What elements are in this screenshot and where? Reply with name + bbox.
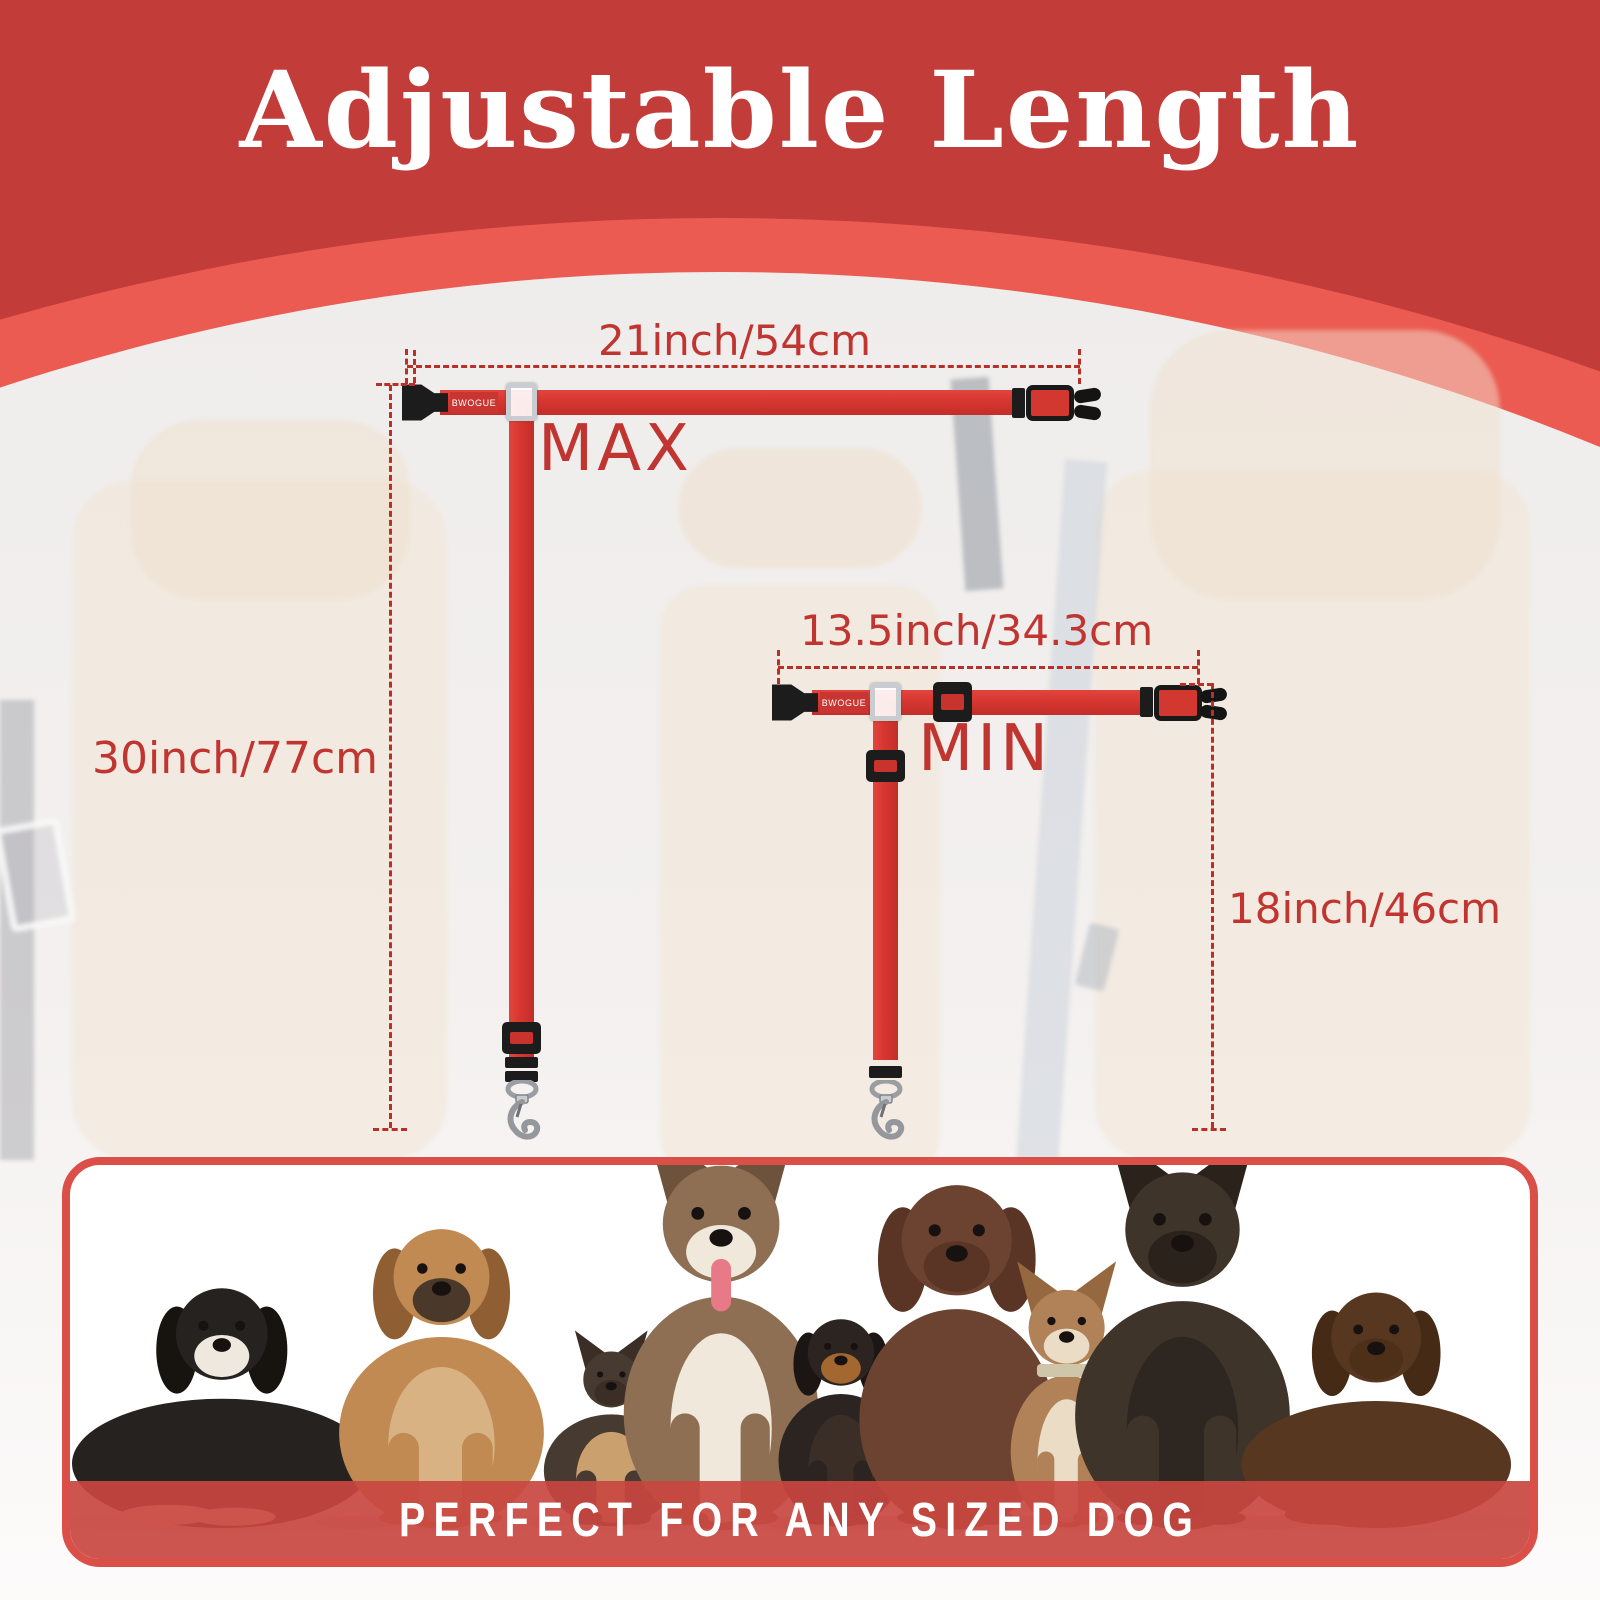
max-junction-ring-icon: [506, 383, 537, 421]
max-keeper-band-2: [505, 1071, 538, 1082]
seatbelt-left: [0, 700, 34, 1160]
max-height-tick-bottom: [373, 1128, 407, 1131]
dog-german-shepherd-puppy: [1049, 1165, 1316, 1532]
max-height-label: 30inch/77cm: [92, 733, 379, 784]
car-headrest-right: [1150, 330, 1500, 600]
car-headrest-middle: [678, 448, 922, 568]
banner-band: PERFECT FOR ANY SIZED DOG: [70, 1481, 1530, 1559]
max-length-slider: [502, 1022, 541, 1054]
page-title: Adjustable Length: [239, 47, 1361, 172]
min-brand-label: BWOGUE: [820, 692, 868, 713]
min-width-tick-right: [1197, 650, 1200, 684]
max-width-label: 21inch/54cm: [598, 316, 872, 365]
car-headrest-left: [130, 420, 410, 600]
seatbelt-buckle-left: [0, 817, 77, 933]
max-keeper-band-1: [505, 1057, 538, 1068]
min-height-label: 18inch/46cm: [1228, 884, 1502, 933]
max-vertical-strap: [509, 402, 534, 1060]
max-right-buckle-icon: [1026, 385, 1074, 421]
min-size-word: MIN: [918, 712, 1052, 786]
max-size-word: MAX: [538, 412, 693, 486]
min-junction-ring-icon: [870, 683, 901, 721]
min-right-buckle-icon: [1154, 685, 1202, 721]
min-height-tick-top: [1180, 683, 1213, 686]
min-snap-hook-icon: [869, 1080, 905, 1140]
seatbelt-right: [1014, 459, 1108, 1181]
max-snap-hook-icon: [505, 1080, 541, 1140]
min-keeper-band: [869, 1066, 902, 1078]
min-horizontal-slider: [933, 682, 972, 722]
min-width-label: 13.5inch/34.3cm: [800, 606, 1154, 655]
max-width-tick-left: [405, 349, 408, 384]
min-width-dimension-line: [778, 666, 1198, 669]
min-length-slider: [866, 750, 905, 782]
max-width-tick-right: [1078, 349, 1081, 384]
banner-text: PERFECT FOR ANY SIZED DOG: [398, 1493, 1202, 1547]
min-width-tick-left: [777, 650, 780, 684]
min-strap-keeper: [1140, 687, 1153, 717]
min-height-dimension-line: [1211, 683, 1214, 1128]
max-strap-keeper: [1012, 388, 1025, 418]
max-brand-label: BWOGUE: [450, 392, 498, 413]
min-height-tick-bottom: [1192, 1128, 1226, 1131]
dogs-panel: PERFECT FOR ANY SIZED DOG: [62, 1157, 1538, 1567]
max-height-tick-top: [376, 383, 415, 386]
max-height-corner-tick: [413, 350, 416, 383]
max-width-dimension-line: [407, 365, 1080, 368]
max-height-dimension-line: [389, 385, 392, 1128]
